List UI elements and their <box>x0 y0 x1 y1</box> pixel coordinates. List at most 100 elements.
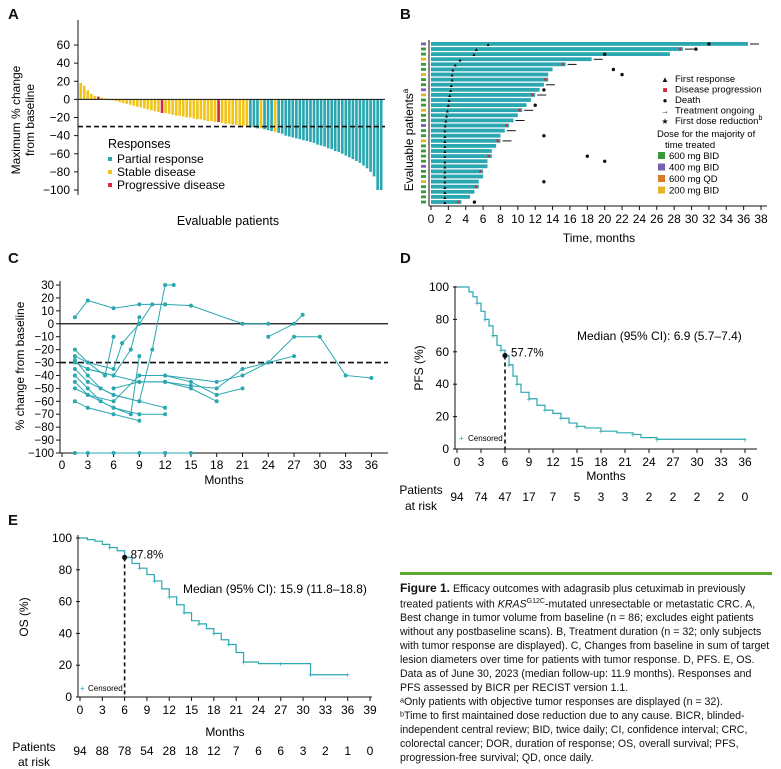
b-duration-bar <box>431 138 501 143</box>
c-ytick-label: −60 <box>34 396 54 408</box>
c-point <box>163 405 168 410</box>
a-bar <box>266 99 270 131</box>
c-point <box>163 451 168 455</box>
b-dose-marker <box>421 164 426 168</box>
b-death-marker <box>611 67 616 72</box>
c-point <box>163 302 168 307</box>
a-bar <box>220 99 224 123</box>
a-bar <box>157 99 160 113</box>
b-legend-symbol: ■ <box>663 86 668 95</box>
c-ytick-label: 30 <box>41 280 54 292</box>
b-response-marker: ▲ <box>444 113 449 119</box>
b-duration-bar <box>431 200 462 204</box>
caption-panel-b: B, Treatment duration (n = 32; only subj… <box>400 626 762 653</box>
a-bar <box>213 99 217 123</box>
c-point <box>85 367 90 371</box>
c-point <box>111 392 116 397</box>
b-legend-label: Death <box>675 95 700 106</box>
a-bar <box>178 99 182 116</box>
b-xtick-label: 20 <box>598 212 612 226</box>
b-duration-bar <box>431 47 683 51</box>
a-bar <box>337 99 341 152</box>
a-ytick-label: −40 <box>50 129 71 143</box>
caption-note-b: ᵇTime to first maintained dose reduction… <box>400 710 748 765</box>
c-ytick-label: −50 <box>34 383 54 395</box>
a-bar <box>270 99 273 132</box>
e-km-curve <box>80 537 348 676</box>
b-legend-label: Treatment ongoing <box>675 106 754 117</box>
c-xtick-label: 27 <box>287 458 301 472</box>
c-point <box>111 399 116 404</box>
figure-label: Figure 1. <box>400 581 451 595</box>
b-progression-marker <box>496 139 499 142</box>
e-xtick-label: 15 <box>185 703 199 717</box>
c-point <box>240 321 245 326</box>
a-bar <box>150 99 153 111</box>
a-bar <box>167 99 171 114</box>
c-xtick-label: 33 <box>339 458 353 472</box>
b-death-marker <box>707 42 711 46</box>
c-point <box>240 386 245 391</box>
a-legend-label: Stable disease <box>117 165 196 179</box>
b-xtick-label: 2 <box>445 212 452 226</box>
c-point <box>163 379 168 384</box>
d-at-risk-count: 2 <box>694 490 701 504</box>
b-xtick-label: 30 <box>685 212 699 226</box>
b-response-marker: ▲ <box>442 144 447 150</box>
c-point <box>240 373 245 378</box>
a-bar <box>114 99 118 102</box>
c-xtick-label: 24 <box>262 458 276 472</box>
b-dose-marker <box>421 62 426 66</box>
c-xtick-label: 18 <box>210 458 224 472</box>
b-legend-label: First response <box>675 74 735 85</box>
c-point <box>72 373 77 378</box>
a-bar <box>249 99 252 128</box>
c-series-line <box>268 314 304 338</box>
b-xtick-label: 38 <box>754 212 768 226</box>
a-ytick-label: −60 <box>50 147 71 161</box>
a-bar <box>333 99 337 152</box>
b-duration-bar <box>431 82 544 87</box>
d-censor-mark: + <box>575 422 580 431</box>
e-xtick-label: 30 <box>296 703 310 717</box>
c-point <box>85 373 90 378</box>
e-ytick-label: 80 <box>59 563 73 577</box>
a-bar <box>171 99 174 115</box>
b-duration-bar <box>431 108 523 113</box>
b-xtick-label: 28 <box>667 212 681 226</box>
d-risk-label-1: Patients <box>399 483 442 497</box>
a-bar <box>93 95 97 100</box>
c-point <box>163 283 168 287</box>
d-xtick-label: 9 <box>526 455 533 469</box>
b-xtick-label: 34 <box>720 212 734 226</box>
b-response-marker: ▲ <box>474 47 479 53</box>
b-duration-bar <box>431 57 592 62</box>
d-ylabel: PFS (%) <box>412 345 426 390</box>
a-ytick-label: −100 <box>43 183 70 197</box>
c-point <box>85 298 90 303</box>
c-point <box>137 379 142 384</box>
b-dose-swatch <box>658 152 665 159</box>
a-legend-label: Partial response <box>117 152 204 166</box>
b-dose-marker <box>421 47 426 51</box>
b-duration-bar <box>431 189 475 194</box>
b-xtick-label: 0 <box>428 212 435 226</box>
e-censor-symbol: + <box>80 684 85 693</box>
e-censor-mark: + <box>226 641 231 650</box>
c-point <box>120 341 125 346</box>
b-duration-bar <box>431 77 549 82</box>
b-xtick-label: 4 <box>462 212 469 226</box>
a-bar <box>97 96 100 100</box>
b-response-marker: ▲ <box>449 83 454 89</box>
b-response-marker: ▲ <box>443 124 448 130</box>
a-bar <box>143 99 146 109</box>
b-response-marker: ▲ <box>450 73 455 79</box>
e-risk-label-2: at risk <box>18 755 51 769</box>
a-bar <box>355 99 358 161</box>
d-xtick-label: 30 <box>690 455 704 469</box>
d-censor-mark: + <box>655 435 660 444</box>
caption-body: Figure 1. Efficacy outcomes with adagras… <box>400 581 772 696</box>
c-point <box>85 392 90 397</box>
panel-c-chart: % change from baseline 3020100−10−20−30−… <box>13 280 388 487</box>
